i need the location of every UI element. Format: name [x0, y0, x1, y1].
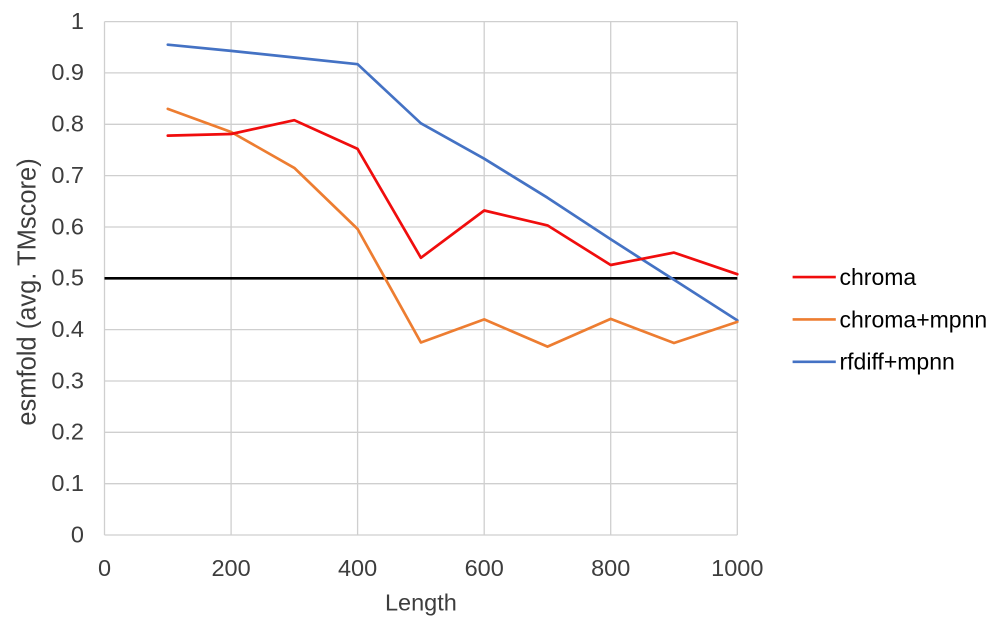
svg-text:200: 200 — [211, 555, 250, 581]
svg-text:0: 0 — [71, 521, 84, 547]
svg-text:0.1: 0.1 — [51, 470, 84, 496]
svg-text:rfdiff+mpnn: rfdiff+mpnn — [840, 349, 955, 375]
svg-text:0.9: 0.9 — [51, 59, 84, 85]
svg-text:chroma: chroma — [840, 264, 917, 290]
svg-text:chroma+mpnn: chroma+mpnn — [840, 306, 988, 332]
svg-text:0: 0 — [98, 555, 111, 581]
svg-text:0.6: 0.6 — [51, 213, 84, 239]
svg-text:0.2: 0.2 — [51, 419, 84, 445]
svg-text:esmfold (avg. TMscore): esmfold (avg. TMscore) — [14, 158, 42, 425]
svg-text:0.4: 0.4 — [51, 316, 84, 342]
svg-text:1000: 1000 — [711, 555, 763, 581]
svg-text:0.7: 0.7 — [51, 162, 84, 188]
svg-text:0.8: 0.8 — [51, 111, 84, 137]
svg-text:800: 800 — [591, 555, 630, 581]
svg-text:Length: Length — [385, 590, 457, 616]
svg-text:600: 600 — [465, 555, 504, 581]
svg-text:0.3: 0.3 — [51, 367, 84, 393]
svg-text:0.5: 0.5 — [51, 265, 84, 291]
svg-text:400: 400 — [338, 555, 377, 581]
svg-text:1: 1 — [71, 8, 84, 34]
